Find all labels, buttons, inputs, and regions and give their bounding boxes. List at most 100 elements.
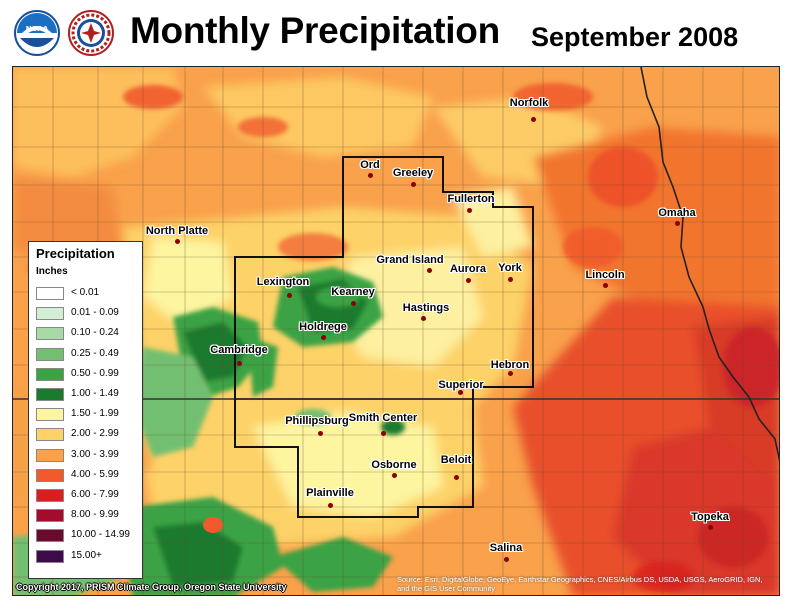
- city-label-kearney: Kearney: [331, 286, 375, 298]
- city-marker: [321, 335, 326, 340]
- legend-label: 0.01 - 0.09: [71, 307, 119, 319]
- legend-swatch: [36, 468, 64, 482]
- legend-item: < 0.01: [36, 287, 141, 301]
- legend-swatch: [36, 388, 64, 401]
- legend-label: < 0.01: [71, 287, 100, 298]
- city-marker: [421, 316, 426, 321]
- legend-item: 6.00 - 7.99: [36, 489, 141, 503]
- legend-label: 10.00 - 14.99: [71, 529, 130, 541]
- noaa-logo: NOAA: [14, 10, 60, 56]
- city-label-ord: Ord: [360, 159, 380, 171]
- legend-item: 0.10 - 0.24: [36, 327, 141, 341]
- forecast-area-outline: [234, 156, 534, 518]
- city-marker: [287, 293, 292, 298]
- legend-swatch: [36, 307, 64, 321]
- city-marker: [508, 277, 513, 282]
- city-marker: [392, 473, 397, 478]
- city-marker: [458, 390, 463, 395]
- legend-swatch: [36, 489, 64, 502]
- city-marker: [411, 182, 416, 187]
- legend-item: 8.00 - 9.99: [36, 509, 141, 523]
- city-label-fullerton: Fullerton: [447, 193, 495, 205]
- svg-text:NOAA: NOAA: [26, 25, 49, 33]
- city-label-hebron: Hebron: [490, 359, 530, 371]
- city-label-holdrege: Holdrege: [299, 321, 347, 333]
- city-marker: [467, 208, 472, 213]
- city-label-cambridge: Cambridge: [210, 344, 268, 356]
- city-label-norfolk: Norfolk: [509, 97, 549, 109]
- city-label-plainville: Plainville: [306, 487, 354, 499]
- city-marker: [603, 283, 608, 288]
- city-marker: [351, 301, 356, 306]
- city-label-topeka: Topeka: [691, 511, 729, 523]
- city-label-osborne: Osborne: [371, 459, 417, 471]
- legend-swatch: [36, 287, 64, 300]
- city-marker: [237, 361, 242, 366]
- city-label-york: York: [498, 262, 522, 274]
- city-marker: [675, 221, 680, 226]
- city-marker: [454, 475, 459, 480]
- city-marker: [368, 173, 373, 178]
- legend-label: 8.00 - 9.99: [71, 509, 119, 521]
- legend-swatch: [36, 408, 64, 422]
- city-label-superior: Superior: [438, 379, 484, 391]
- legend-item: 0.25 - 0.49: [36, 347, 141, 362]
- city-marker: [504, 557, 509, 562]
- legend-item: 10.00 - 14.99: [36, 529, 141, 543]
- legend-label: 1.00 - 1.49: [71, 388, 119, 399]
- basemap-source-credit: Source: Esri, DigitalGlobe, GeoEye, Eart…: [397, 575, 763, 593]
- map-title: Monthly Precipitation: [130, 10, 500, 51]
- legend-units: Inches: [36, 266, 68, 277]
- legend-swatch: [36, 549, 64, 563]
- city-label-aurora: Aurora: [449, 263, 487, 275]
- map-date: September 2008: [531, 22, 739, 52]
- legend-item: 3.00 - 3.99: [36, 448, 141, 463]
- legend-item: 0.01 - 0.09: [36, 307, 141, 321]
- legend-swatch: [36, 347, 64, 361]
- legend-swatch: [36, 509, 64, 523]
- legend-swatch: [36, 428, 64, 442]
- legend-item: 0.50 - 0.99: [36, 367, 141, 382]
- city-marker: [531, 117, 536, 122]
- legend-label: 2.00 - 2.99: [71, 428, 119, 440]
- legend-item: 15.00+: [36, 549, 141, 564]
- precipitation-legend: Precipitation Inches < 0.01 0.01 - 0.09 0.…: [28, 241, 143, 579]
- city-label-greeley: Greeley: [392, 167, 434, 179]
- city-label-north-platte: North Platte: [145, 225, 209, 237]
- city-marker: [175, 239, 180, 244]
- city-label-beloit: Beloit: [440, 454, 472, 466]
- wet-cell: [203, 517, 223, 533]
- legend-label: 0.25 - 0.49: [71, 347, 119, 359]
- legend-swatch: [36, 367, 64, 381]
- legend-item: 1.00 - 1.49: [36, 388, 141, 402]
- national-weather-service-logo: [68, 10, 114, 56]
- city-label-phillipsburg: Phillipsburg: [285, 415, 349, 427]
- legend-swatch: [36, 327, 64, 341]
- city-marker: [708, 525, 713, 530]
- city-label-lincoln: Lincoln: [585, 269, 625, 281]
- legend-swatch: [36, 448, 64, 462]
- city-label-grand-island: Grand Island: [376, 254, 444, 266]
- city-marker: [427, 268, 432, 273]
- city-marker: [466, 278, 471, 283]
- city-label-hastings: Hastings: [402, 302, 450, 314]
- legend-label: 4.00 - 5.99: [71, 468, 119, 480]
- city-marker: [508, 371, 513, 376]
- city-label-lexington: Lexington: [256, 276, 310, 288]
- copyright-credit: Copyright 2017, PRISM Climate Group, Ore…: [16, 582, 287, 592]
- legend-swatch: [36, 529, 64, 543]
- legend-item: 2.00 - 2.99: [36, 428, 141, 442]
- legend-label: 3.00 - 3.99: [71, 448, 119, 460]
- city-marker: [318, 431, 323, 436]
- city-label-salina: Salina: [489, 542, 523, 554]
- city-marker: [328, 503, 333, 508]
- legend-label: 15.00+: [71, 549, 102, 561]
- city-label-omaha: Omaha: [658, 207, 696, 219]
- legend-label: 1.50 - 1.99: [71, 408, 119, 420]
- missouri-river-border: [640, 67, 779, 462]
- legend-label: 0.10 - 0.24: [71, 327, 119, 339]
- legend-label: 6.00 - 7.99: [71, 489, 119, 500]
- legend-item: 1.50 - 1.99: [36, 408, 141, 422]
- city-marker: [381, 431, 386, 436]
- city-label-smith-center: Smith Center: [348, 412, 418, 424]
